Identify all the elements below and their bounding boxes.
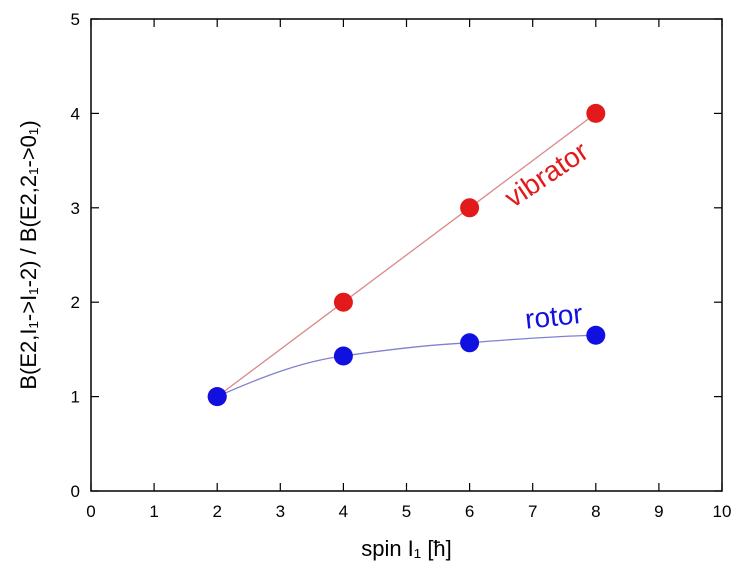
y-tick-label: 2	[71, 293, 80, 312]
series-points	[207, 103, 606, 407]
series-line-vibrator	[216, 112, 597, 398]
x-axis-ticks: 0 1 2 3 4 5 6 7 8 9 10	[86, 19, 731, 521]
data-point-rotor	[333, 346, 353, 366]
x-tick-label: 8	[591, 502, 600, 521]
y-tick-label: 4	[71, 104, 80, 123]
series-label-rotor: rotor	[524, 298, 585, 335]
data-point-vibrator	[333, 292, 353, 312]
x-tick-label: 0	[86, 502, 95, 521]
y-axis-ticks: 0 1 2 3 4 5	[71, 10, 722, 501]
data-point-rotor	[460, 333, 480, 353]
data-point-rotor	[207, 387, 227, 407]
y-tick-label: 5	[71, 10, 80, 29]
x-tick-label: 4	[339, 502, 348, 521]
y-tick-label: 0	[71, 482, 80, 501]
x-tick-label: 1	[149, 502, 158, 521]
x-tick-label: 9	[654, 502, 663, 521]
data-point-vibrator	[460, 198, 480, 218]
x-tick-label: 7	[528, 502, 537, 521]
series-lines	[216, 112, 597, 398]
series-line-rotor	[216, 334, 596, 398]
x-tick-label: 6	[465, 502, 474, 521]
data-point-vibrator	[586, 103, 606, 123]
x-axis-label: spin I₁ [ħ]	[361, 536, 452, 561]
x-tick-label: 2	[212, 502, 221, 521]
x-tick-label: 10	[713, 502, 732, 521]
x-tick-label: 3	[276, 502, 285, 521]
x-tick-label: 5	[402, 502, 411, 521]
y-axis-label: B(E2,I₁->I₁-2) / B(E2,2₁->0₁)	[16, 120, 41, 389]
data-point-rotor	[586, 325, 606, 345]
y-tick-label: 1	[71, 388, 80, 407]
y-tick-label: 3	[71, 199, 80, 218]
